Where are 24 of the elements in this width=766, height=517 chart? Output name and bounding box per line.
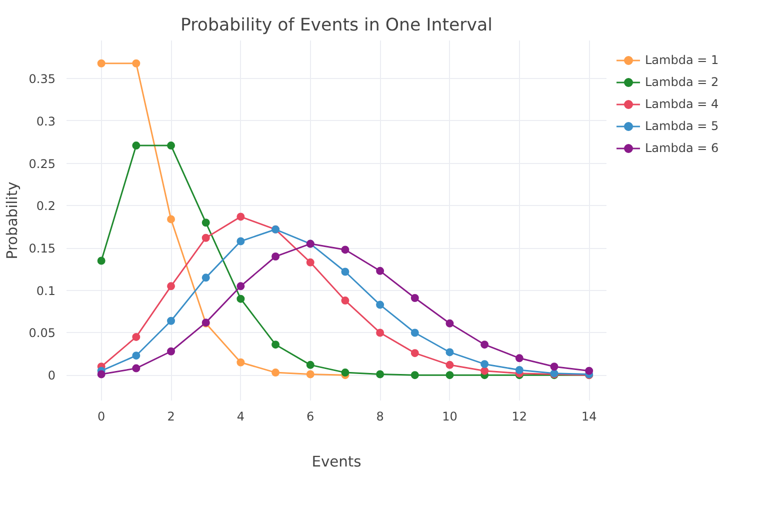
x-tick-label: 8 — [376, 410, 384, 424]
y-tick-label: 0.35 — [28, 72, 56, 86]
y-tick-label: 0 — [48, 368, 56, 383]
x-tick-label: 10 — [442, 410, 458, 424]
legend-label: Lambda = 5 — [645, 119, 719, 133]
chart-title: Probability of Events in One Interval — [180, 16, 492, 36]
y-tick-label: 0.3 — [36, 114, 56, 128]
legend-label: Lambda = 6 — [645, 141, 719, 155]
y-tick-label: 0.25 — [28, 156, 56, 171]
y-tick-label: 0.1 — [36, 284, 56, 298]
x-tick-label: 4 — [236, 410, 245, 424]
legend-label: Lambda = 1 — [645, 53, 719, 67]
x-tick-label: 6 — [306, 410, 314, 424]
legend-label: Lambda = 4 — [645, 97, 719, 111]
x-tick-label: 2 — [167, 410, 175, 424]
x-axis-title: Events — [312, 454, 362, 470]
x-tick-label: 14 — [581, 410, 597, 424]
x-tick-label: 12 — [512, 410, 528, 424]
y-tick-label: 0.15 — [28, 242, 56, 256]
x-tick-label: 0 — [98, 410, 106, 424]
y-axis-title: Probability — [4, 181, 21, 260]
legend-label: Lambda = 2 — [645, 75, 719, 89]
y-tick-label: 0.2 — [36, 199, 56, 214]
y-tick-label: 0.05 — [28, 326, 56, 340]
